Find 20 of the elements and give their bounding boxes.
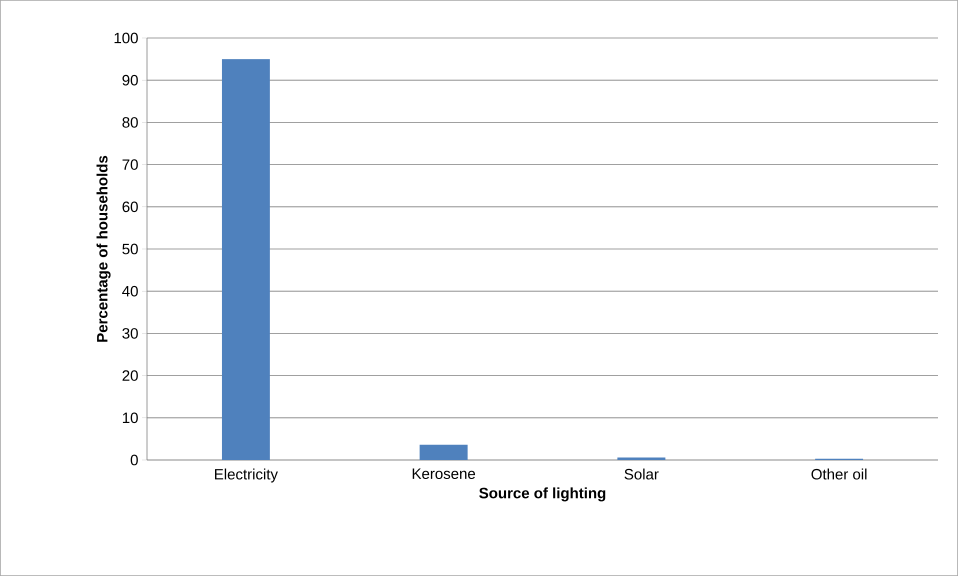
y-tick-label: 80 [122, 117, 138, 128]
y-tick-label: 70 [122, 159, 138, 170]
y-tick-label: 60 [122, 201, 138, 212]
y-tick-label: 10 [122, 412, 138, 424]
x-tick-label: Kerosene [412, 468, 476, 479]
x-axis-title: Source of lighting [479, 487, 606, 502]
x-tick-label: Solar [624, 468, 659, 480]
bar [222, 59, 270, 460]
y-tick-label: 50 [122, 244, 138, 254]
y-tick-label: 0 [130, 454, 138, 466]
y-axis-title: Percentage of households [96, 156, 111, 342]
x-tick-label: Electricity [215, 468, 278, 483]
y-tick-label: 40 [122, 286, 138, 297]
y-tick-label: 20 [122, 370, 138, 381]
bar [617, 457, 666, 460]
bar [420, 444, 468, 460]
y-tick-label: 90 [122, 74, 138, 86]
x-tick-label: Other oil [811, 468, 866, 480]
y-tick-label: 30 [122, 328, 138, 339]
y-tick-label: 100 [114, 32, 138, 44]
